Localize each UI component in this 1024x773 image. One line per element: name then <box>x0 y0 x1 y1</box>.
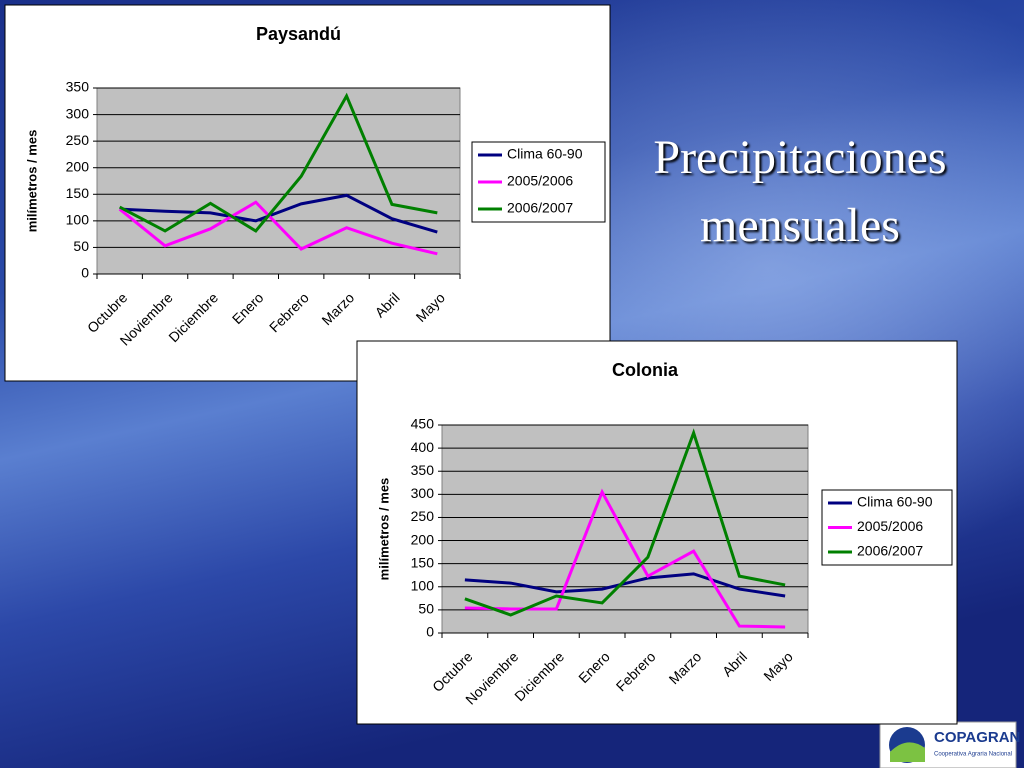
y-tick-label: 300 <box>411 485 435 501</box>
y-tick-label: 50 <box>73 238 89 254</box>
y-tick-label: 200 <box>411 531 435 547</box>
logo: COPAGRAN Cooperativa Agraria Nacional <box>879 721 1020 769</box>
slide-title: mensuales <box>700 199 900 252</box>
y-tick-label: 0 <box>81 265 89 281</box>
series-line <box>118 200 438 256</box>
legend-label: 2005/2006 <box>507 173 573 189</box>
y-tick-label: 450 <box>411 416 435 432</box>
y-tick-label: 350 <box>66 79 90 95</box>
series-line <box>464 488 786 629</box>
series-line <box>464 572 786 598</box>
y-tick-label: 150 <box>411 554 435 570</box>
y-tick-label: 300 <box>66 105 90 121</box>
logo-name: COPAGRAN <box>934 729 1020 746</box>
y-tick-label: 350 <box>411 462 435 478</box>
logo-icon <box>890 742 925 762</box>
y-tick-label: 50 <box>418 601 434 617</box>
y-axis-title: milímetros / mes <box>24 130 39 233</box>
y-tick-label: 250 <box>66 132 90 148</box>
y-tick-label: 100 <box>411 577 435 593</box>
series-line <box>119 193 438 234</box>
chart: Paysandú milímetros / mes 0 50 100 150 200 250 3… <box>4 4 611 382</box>
legend-label: 2006/2007 <box>507 200 573 216</box>
chart: Colonia milímetros / mes 0 50 100 150 200 250 30… <box>356 340 958 725</box>
plot-area <box>96 87 461 275</box>
chart-title: Paysandú <box>256 24 341 44</box>
y-tick-label: 0 <box>426 624 434 640</box>
y-tick-label: 250 <box>411 508 435 524</box>
legend-label: Clima 60-90 <box>857 494 933 510</box>
legend-label: 2005/2006 <box>857 518 923 534</box>
plot-area <box>441 424 809 634</box>
y-tick-label: 200 <box>66 158 90 174</box>
legend-label: Clima 60-90 <box>507 146 583 162</box>
legend-label: 2006/2007 <box>857 543 923 559</box>
y-tick-label: 400 <box>411 439 435 455</box>
y-tick-label: 150 <box>66 185 90 201</box>
y-axis-title: milímetros / mes <box>376 478 391 581</box>
series-line <box>464 428 786 617</box>
series-line <box>118 92 438 233</box>
logo-subtitle: Cooperativa Agraria Nacional <box>934 752 1012 758</box>
chart-title: Colonia <box>612 360 679 380</box>
slide-title: Precipitaciones <box>653 131 946 184</box>
y-tick-label: 100 <box>66 212 90 228</box>
